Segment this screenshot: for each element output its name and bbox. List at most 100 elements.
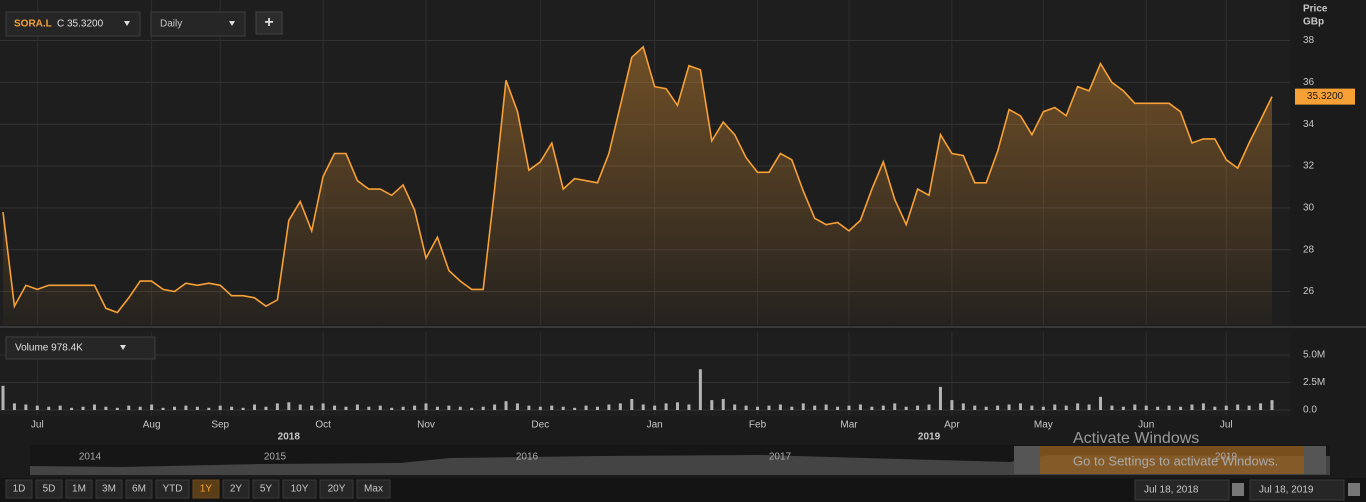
- range-button-frame[interactable]: [319, 479, 354, 499]
- range-button[interactable]: 6M: [125, 479, 153, 499]
- volume-bar: [127, 405, 131, 410]
- volume-bar: [801, 403, 805, 410]
- range-button[interactable]: 1Y: [192, 479, 220, 499]
- range-button-label: 5Y: [260, 484, 273, 495]
- date-to: Jul 18, 2019: [1259, 485, 1314, 496]
- range-button-frame[interactable]: [95, 479, 123, 499]
- volume-bar: [847, 405, 851, 410]
- volume-frame[interactable]: [5, 336, 156, 360]
- interval-box[interactable]: Daily: [150, 11, 246, 37]
- last-price-label: 35.3200: [1307, 91, 1344, 102]
- x-tick-label: Sep: [211, 420, 229, 431]
- volume-bar: [618, 403, 622, 410]
- range-button-frame[interactable]: [65, 479, 93, 499]
- volume-bar: [756, 406, 760, 410]
- range-button[interactable]: Max: [356, 479, 391, 499]
- volume-bar: [12, 403, 16, 410]
- volume-bar: [653, 405, 657, 410]
- volume-bar: [47, 406, 51, 410]
- range-button-frame[interactable]: [35, 479, 63, 499]
- range-button[interactable]: 2Y: [222, 479, 250, 499]
- range-button-frame[interactable]: [252, 479, 280, 499]
- volume-bar: [207, 407, 211, 410]
- range-button-label: 10Y: [291, 484, 309, 495]
- navigator-year: 2017: [769, 452, 792, 463]
- x-tick-label: Aug: [143, 420, 161, 431]
- volume-bar: [778, 404, 782, 410]
- range-button[interactable]: 3M: [95, 479, 123, 499]
- range-button-frame[interactable]: [155, 479, 190, 499]
- range-button[interactable]: 10Y: [282, 479, 317, 499]
- range-button-frame[interactable]: [125, 479, 153, 499]
- dropdown-arrow[interactable]: [120, 345, 126, 350]
- x-tick-label: Apr: [944, 420, 960, 431]
- y-tick-label: 36: [1303, 77, 1315, 88]
- volume-bar: [298, 404, 302, 410]
- volume-box[interactable]: Volume 978.4K: [5, 336, 156, 360]
- calendar-icon[interactable]: [1232, 483, 1244, 496]
- dropdown-arrow[interactable]: [124, 21, 130, 26]
- volume-bar: [950, 400, 954, 410]
- date-from-box[interactable]: [1134, 479, 1230, 501]
- range-button-frame[interactable]: [356, 479, 391, 499]
- add-button[interactable]: +: [255, 11, 283, 35]
- volume-bar: [515, 403, 519, 410]
- volume-bar: [1007, 404, 1011, 410]
- volume-bar: [676, 402, 680, 410]
- last-price-tag: [1295, 88, 1355, 105]
- range-button[interactable]: 20Y: [319, 479, 354, 499]
- navigator-handle[interactable]: [1014, 446, 1040, 474]
- volume-bar: [595, 406, 599, 410]
- volume-bar: [664, 403, 668, 410]
- date-to-box[interactable]: [1249, 479, 1345, 501]
- volume-bar: [1236, 404, 1240, 410]
- symbol-frame[interactable]: [5, 11, 141, 37]
- range-button-frame[interactable]: [5, 479, 33, 499]
- volume-bar: [881, 405, 885, 410]
- symbol-box[interactable]: SORA.L C 35.3200: [5, 11, 141, 37]
- range-button-label: 1Y: [200, 484, 213, 495]
- volume-bar: [733, 404, 737, 410]
- volume-bar: [424, 403, 428, 410]
- volume-bar: [938, 386, 942, 410]
- volume-bar: [58, 405, 62, 410]
- volume-bar: [767, 405, 771, 410]
- volume-bar: [1201, 403, 1205, 410]
- x-tick-label: Jun: [1138, 420, 1154, 431]
- volume-bar: [218, 405, 222, 410]
- volume-bar: [1030, 405, 1034, 410]
- volume-bar: [1167, 405, 1171, 410]
- volume-bar: [1247, 405, 1251, 410]
- x-tick-label: Nov: [417, 420, 435, 431]
- calendar-icon[interactable]: [1348, 483, 1360, 496]
- volume-bar: [1179, 406, 1183, 410]
- watermark-text: Go to Settings to activate Windows.: [1073, 453, 1278, 468]
- range-button-frame[interactable]: [282, 479, 317, 499]
- x-tick-label: May: [1034, 420, 1053, 431]
- volume-bar: [1087, 404, 1091, 410]
- range-button[interactable]: 1D: [5, 479, 33, 499]
- range-button-frame[interactable]: [222, 479, 250, 499]
- range-button-label: YTD: [163, 484, 183, 495]
- add-frame[interactable]: [255, 11, 283, 35]
- volume-bar: [378, 405, 382, 410]
- navigator-handle[interactable]: [1304, 446, 1326, 474]
- volume-bar: [493, 404, 497, 410]
- dropdown-arrow[interactable]: [229, 21, 235, 26]
- interval-frame[interactable]: [150, 11, 246, 37]
- range-button[interactable]: YTD: [155, 479, 190, 499]
- volume-bar: [275, 403, 279, 410]
- range-button[interactable]: 5Y: [252, 479, 280, 499]
- range-button[interactable]: 1M: [65, 479, 93, 499]
- volume-bar: [1, 385, 5, 410]
- volume-bar: [1099, 396, 1103, 410]
- volume-bar: [813, 405, 817, 410]
- range-button-frame[interactable]: [192, 479, 220, 499]
- range-button[interactable]: 5D: [35, 479, 63, 499]
- volume-bar: [115, 407, 119, 410]
- x-group-label: 2019: [918, 432, 941, 443]
- x-tick-label: Feb: [749, 420, 767, 431]
- volume-bar: [458, 406, 462, 410]
- volume-bar: [607, 404, 611, 410]
- navigator-selection[interactable]: [1040, 446, 1308, 474]
